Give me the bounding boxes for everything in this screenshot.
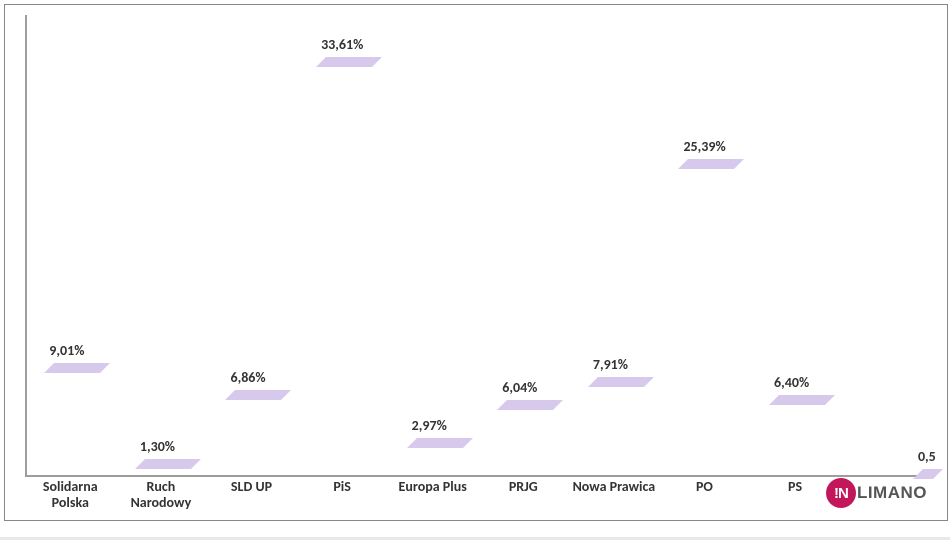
bar-top-face (316, 57, 382, 67)
logo-text: LIMANO (857, 483, 927, 503)
bar-top-face (769, 395, 835, 405)
bar-slot: 1,30% (118, 459, 209, 475)
bar-value-label: 2,97% (412, 417, 447, 434)
bar-slot: 2,97% (389, 438, 480, 475)
bar-value-label: 9,01% (49, 342, 84, 359)
bar-slot: 33,61% (299, 57, 390, 475)
bar: 9,01% (44, 363, 100, 475)
bar-value-label: 6,40% (774, 374, 809, 391)
bar-top-face (588, 377, 654, 387)
category-label: PRJG (478, 479, 569, 511)
bar-top-face (44, 363, 110, 373)
bar: 6,40% (769, 395, 825, 475)
category-label: PO (659, 479, 750, 511)
bar-value-label: 0,5 (918, 448, 936, 465)
bar-top-face (407, 438, 473, 448)
bar-slot: 7,91% (571, 377, 662, 475)
plot-area: 9,01% 1,30% 6,86% 33,61% 2,97% 6,04% 7,91% 25,3… (25, 15, 933, 477)
watermark-logo: !N LIMANO (825, 478, 927, 508)
bar: 6,86% (225, 390, 281, 475)
bar-top-face (135, 459, 201, 469)
bar: 2,97% (407, 438, 463, 475)
bar-slot: 0,5 (842, 469, 933, 475)
chart-frame: 9,01% 1,30% 6,86% 33,61% 2,97% 6,04% 7,91% 25,3… (4, 4, 948, 521)
category-label: RuchNarodowy (116, 479, 207, 511)
bar-value-label: 7,91% (593, 356, 628, 373)
bar-value-label: 1,30% (140, 438, 175, 455)
bar: 0,5 (913, 469, 933, 475)
bar-top-face (678, 159, 744, 169)
category-label: SolidarnaPolska (25, 479, 116, 511)
bar: 6,04% (497, 400, 553, 475)
bar-value-label: 6,86% (230, 369, 265, 386)
bar-top-face (497, 400, 563, 410)
bar-slot: 6,40% (752, 395, 843, 475)
category-label: PiS (297, 479, 388, 511)
bar-slot: 9,01% (27, 363, 118, 475)
bar-value-label: 25,39% (683, 138, 725, 155)
bar-value-label: 6,04% (502, 379, 537, 396)
bar-slot: 25,39% (661, 159, 752, 475)
bar-slot: 6,86% (208, 390, 299, 475)
category-label: SLD UP (206, 479, 297, 511)
bar: 7,91% (588, 377, 644, 475)
category-label: Europa Plus (387, 479, 478, 511)
bar-top-face (225, 390, 291, 400)
bars-container: 9,01% 1,30% 6,86% 33,61% 2,97% 6,04% 7,91% 25,3… (27, 15, 933, 475)
category-label: Nowa Prawica (569, 479, 660, 511)
bar-slot: 6,04% (480, 400, 571, 475)
bar: 25,39% (678, 159, 734, 475)
logo-badge-icon: !N (826, 478, 856, 508)
bar: 1,30% (135, 459, 191, 475)
bar-value-label: 33,61% (321, 36, 363, 53)
bar: 33,61% (316, 57, 372, 475)
category-axis: SolidarnaPolskaRuchNarodowySLD UPPiSEuro… (25, 479, 931, 511)
